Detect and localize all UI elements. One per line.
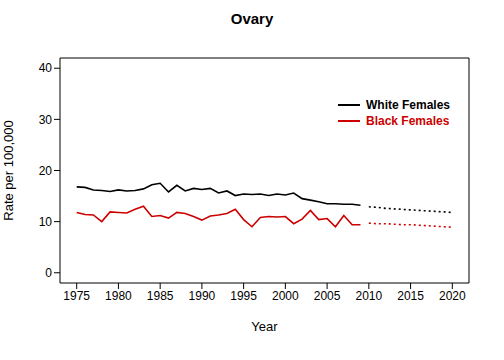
svg-text:1985: 1985 [147, 289, 174, 303]
html-text:White Females: White Females [366, 98, 450, 112]
svg-text:2005: 2005 [314, 289, 341, 303]
svg-text:Year: Year [251, 319, 278, 334]
svg-text:30: 30 [39, 113, 53, 127]
svg-text:1975: 1975 [63, 289, 90, 303]
svg-text:2010: 2010 [355, 289, 382, 303]
html-text:Ovary: Ovary [230, 10, 274, 27]
svg-text:1990: 1990 [189, 289, 216, 303]
svg-text:Rate per 100,000: Rate per 100,000 [8, 120, 16, 220]
svg-text:1980: 1980 [105, 289, 132, 303]
svg-text:20: 20 [39, 164, 53, 178]
svg-text:1995: 1995 [230, 289, 257, 303]
svg-text:2000: 2000 [272, 289, 299, 303]
svg-text:40: 40 [39, 61, 53, 75]
html-text:Black Females: Black Females [366, 114, 450, 128]
svg-text:2020: 2020 [439, 289, 466, 303]
svg-text:0: 0 [45, 266, 52, 280]
svg-text:2015: 2015 [397, 289, 424, 303]
svg-text:10: 10 [39, 215, 53, 229]
